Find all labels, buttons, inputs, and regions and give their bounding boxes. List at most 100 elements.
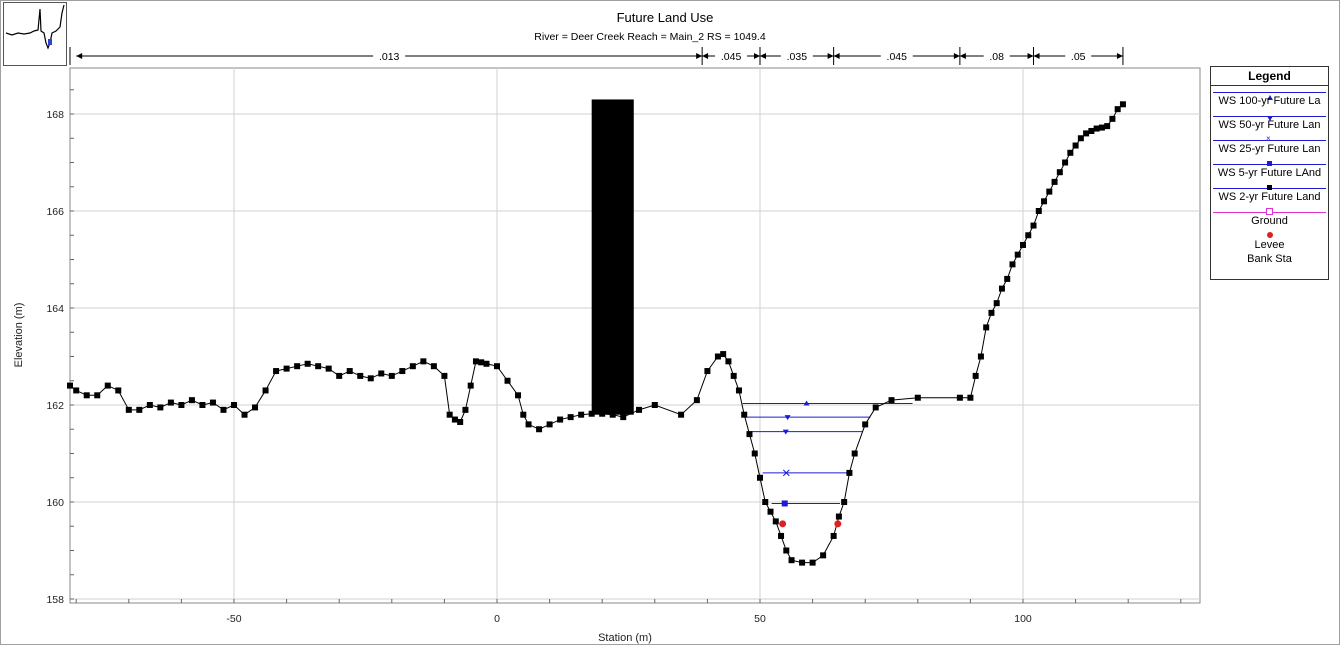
ground-point [746,431,753,438]
y-tick-label: 162 [46,400,64,412]
ground-point [767,508,774,515]
n-value-label: .05 [1071,51,1086,63]
legend-item-ws-50yr: WS 50-yr Future Lan [1211,111,1328,135]
ground-point [378,370,385,377]
triangle-down-marker-icon [1267,116,1273,121]
ground-point [220,406,227,413]
ground-point [741,411,748,418]
n-value-label: .045 [721,51,742,63]
ground-point [515,392,522,399]
ground-point [157,404,164,411]
ground-point [714,353,721,360]
ground-point [315,363,322,370]
ground-point [783,547,790,554]
ground-point [788,557,795,564]
ground-point [1056,169,1063,176]
ground-point [988,309,995,316]
ground-point [799,559,806,566]
ground-point [199,402,206,408]
ground-point [704,368,711,375]
ground-point [420,358,427,365]
ground-point [104,382,111,389]
ground-point [67,382,73,389]
bank-station-point [779,520,787,528]
y-axis-ticks: 158 160 162 164 166 168 [46,89,74,606]
square-marker-icon [1267,185,1272,190]
y-tick-label: 160 [46,497,64,509]
ground-point [967,394,974,401]
ground-point [678,411,685,418]
n-arrow-right-icon [1027,53,1034,59]
ground-point [409,363,416,370]
ground-point [231,402,237,408]
n-arrow-left-icon [702,53,709,59]
legend-item-ws-5yr: WS 5-yr Future LAnd [1211,159,1328,183]
ground-point [325,365,332,372]
ground-point [993,300,1000,307]
ground-point [751,450,758,457]
ground-point [762,499,769,505]
legend-item-bank-sta: Bank Sta [1211,253,1328,277]
ground-point [1009,261,1016,268]
x-axis-ticks: -50 0 50 100 [75,599,1182,625]
legend-item-label: Ground [1251,215,1288,227]
legend-line-swatch [1213,140,1326,141]
ground-point [367,375,374,382]
ground-point [841,499,848,505]
ground-point [720,351,727,358]
ground-point [1114,106,1121,113]
ground-point [294,363,301,370]
ground-point [1088,127,1095,134]
ground-point [1004,275,1011,282]
ground-point [125,406,132,413]
y-tick-label: 168 [46,109,64,121]
ground-point [1104,123,1111,130]
ground-point [525,421,532,428]
n-arrow-right-icon [754,53,760,59]
ground-point [1077,135,1084,142]
legend-item-label: WS 50-yr Future Lan [1218,119,1321,131]
ground-point [620,414,627,421]
obstruction-block [591,99,634,415]
thumbnail-profile-icon [5,4,65,50]
legend-title: Legend [1211,67,1328,86]
ground-point [178,402,185,408]
legend-line-swatch [1213,92,1326,93]
x-tick-label: -50 [226,613,241,625]
ground-point [252,404,259,411]
ground-point [1025,232,1032,239]
n-arrow-right-icon [696,53,703,59]
ground-point [209,399,216,406]
n-arrow-left-icon [76,53,83,59]
ground-point [977,353,984,360]
ground-point [1030,222,1037,229]
ground-point [115,387,122,394]
ground-point [1093,125,1100,132]
ground-point [483,360,490,367]
legend: Legend WS 100-yr Future La WS 50-yr Futu… [1210,66,1329,280]
y-tick-label: 164 [46,303,64,315]
ground-point [956,394,963,401]
legend-item-label: WS 100-yr Future La [1218,95,1321,107]
ground-point [451,416,458,423]
ground-point [241,411,248,418]
ground-point [94,392,101,399]
ground-point [1020,241,1026,248]
n-arrow-right-icon [827,53,834,59]
bank-stations [779,520,842,528]
ground-point [725,358,732,365]
square-marker-icon [781,500,788,507]
legend-item-ws-2yr: WS 2-yr Future Land [1211,183,1328,207]
ground-point [346,368,353,375]
ground-point [1046,188,1053,195]
x-tick-label: 50 [754,613,766,625]
ground-point [1041,198,1048,205]
ground-point [1109,115,1116,122]
n-label-bg [715,49,748,63]
gridlines [70,68,1200,603]
ground-point [636,406,643,413]
x-tick-label: 0 [494,613,500,625]
ground-point [1051,178,1058,185]
n-value-label: .013 [379,51,400,63]
location-thumbnail[interactable] [3,2,67,66]
